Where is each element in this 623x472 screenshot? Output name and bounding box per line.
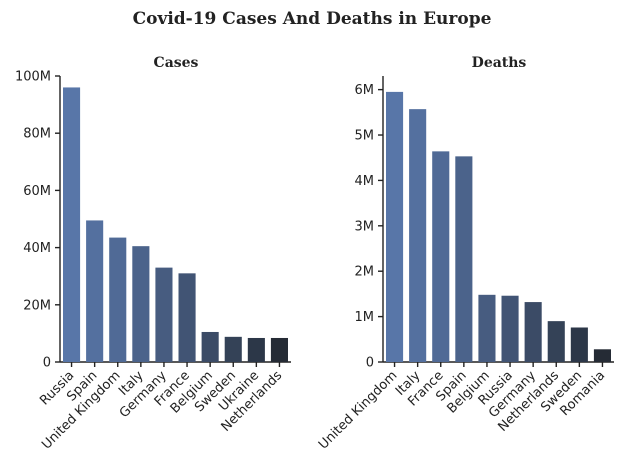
cases-bar-sweden [224, 336, 242, 362]
deaths-bar-russia [501, 295, 519, 362]
deaths-bar-france [432, 151, 450, 362]
deaths-chart-title: Deaths [472, 55, 527, 71]
cases-y-tick-label: 40M [23, 241, 51, 256]
cases-chart-title: Cases [154, 55, 199, 71]
deaths-y-tick-label: 1M [355, 310, 375, 325]
deaths-y-tick-label: 3M [355, 219, 375, 234]
deaths-bar-sweden [570, 327, 588, 362]
deaths-y-tick-label: 4M [355, 174, 375, 189]
cases-bar-netherlands [270, 337, 288, 362]
cases-bar-ukraine [247, 337, 265, 362]
figure-title: Covid-19 Cases And Deaths in Europe [133, 9, 492, 29]
cases-chart: Cases 020M40M60M80M100MRussiaSpainUnited… [15, 55, 291, 453]
cases-y-tick-label: 80M [23, 127, 51, 142]
cases-bar-france [178, 273, 196, 362]
deaths-bar-united-kingdom [386, 91, 404, 362]
deaths-bar-italy [409, 109, 427, 362]
cases-bar-united-kingdom [109, 237, 127, 362]
deaths-bar-germany [524, 302, 542, 362]
deaths-bar-spain [455, 156, 473, 362]
cases-bar-italy [132, 246, 150, 362]
deaths-bar-netherlands [547, 321, 565, 362]
deaths-bar-romania [593, 349, 611, 362]
cases-bar-germany [155, 267, 173, 362]
cases-y-tick-label: 60M [23, 184, 51, 199]
cases-bar-russia [63, 87, 81, 362]
cases-bar-spain [86, 220, 104, 362]
deaths-y-tick-label: 6M [355, 83, 375, 98]
deaths-y-tick-label: 5M [355, 129, 375, 144]
cases-y-tick-label: 100M [15, 70, 51, 85]
deaths-y-tick-label: 0 [366, 356, 374, 371]
deaths-x-tick-label: United Kingdom [316, 368, 400, 452]
cases-bar-belgium [201, 331, 219, 362]
deaths-bar-belgium [478, 294, 496, 362]
cases-y-tick-label: 0 [43, 356, 51, 371]
deaths-y-tick-label: 2M [355, 265, 375, 280]
cases-y-tick-label: 20M [23, 298, 51, 313]
